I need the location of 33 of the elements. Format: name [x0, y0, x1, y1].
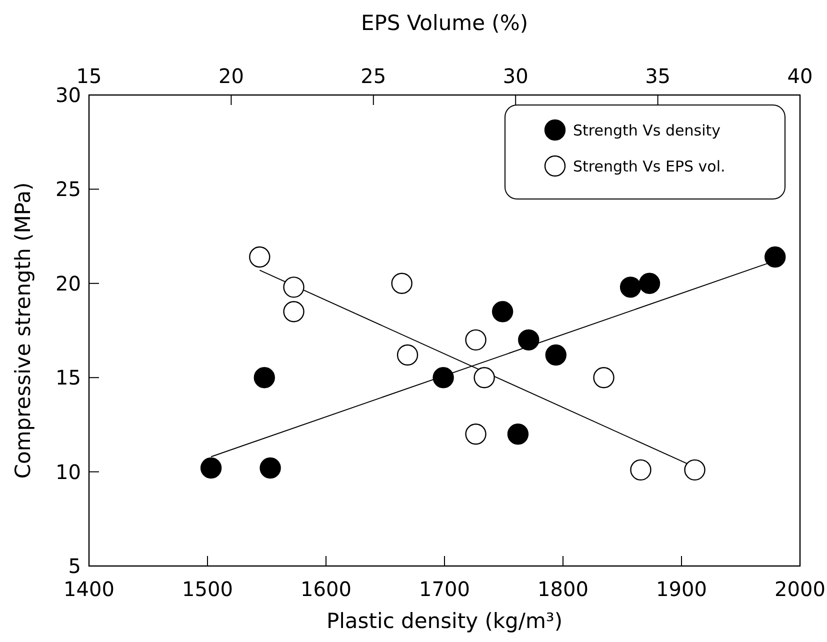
point [200, 457, 222, 479]
point [432, 367, 454, 388]
point [638, 272, 660, 294]
point [545, 344, 566, 366]
x-tick-label: 1700 [419, 577, 470, 601]
x-tick-label: 1900 [656, 577, 707, 601]
point [260, 457, 281, 479]
x-axis-title: Plastic density (kg/m³) [326, 609, 563, 633]
x2-tick-label: 30 [502, 64, 528, 88]
x2-axis-title: EPS Volume (%) [360, 11, 528, 35]
point [492, 301, 514, 322]
x-tick-label: 2000 [774, 577, 826, 601]
legend-label: Strength Vs EPS vol. [573, 157, 726, 176]
point [620, 276, 642, 298]
x2-tick-label: 40 [787, 64, 813, 88]
point [518, 329, 540, 351]
y-tick-label: 15 [56, 366, 81, 390]
x-tick-label: 1800 [538, 577, 588, 601]
legend-label: Strength Vs density [573, 121, 721, 140]
x2-tick-label: 35 [645, 64, 671, 88]
y-tick-label: 25 [56, 177, 81, 202]
y-tick-label: 5 [68, 554, 81, 578]
point [764, 246, 786, 268]
x-tick-label: 1400 [64, 577, 114, 601]
y-tick-label: 10 [56, 460, 81, 484]
x-tick-label: 1600 [300, 577, 352, 601]
x2-tick-label: 25 [360, 64, 386, 88]
y-axis-title: Compressive strength (MPa) [11, 182, 35, 479]
point [507, 424, 529, 445]
x-tick-label: 1500 [182, 577, 233, 601]
y-tick-label: 20 [56, 271, 81, 296]
x2-tick-label: 20 [218, 64, 244, 88]
point [254, 367, 275, 388]
